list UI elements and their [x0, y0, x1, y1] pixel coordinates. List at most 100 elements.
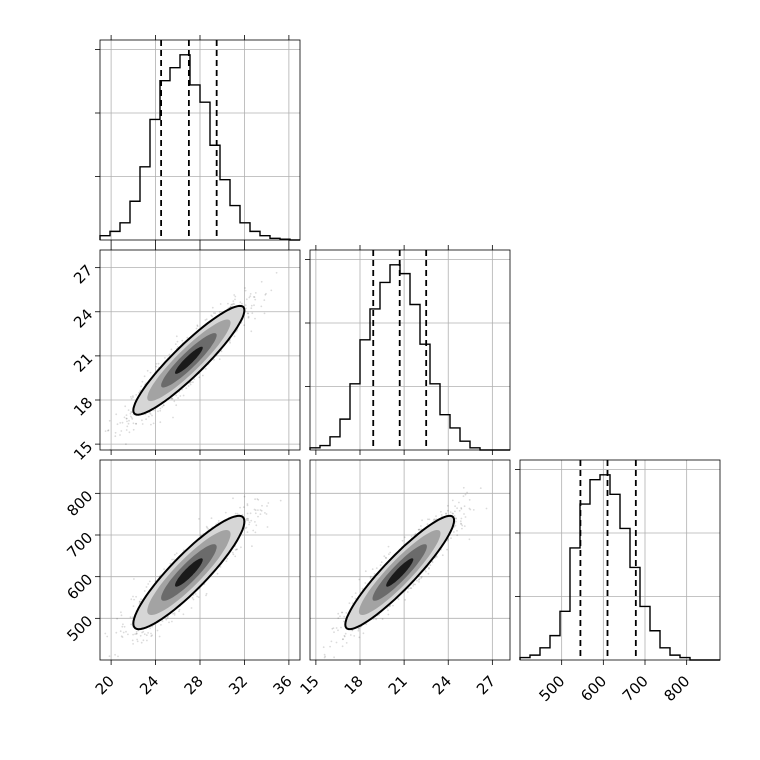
sample-point: [453, 515, 456, 517]
sample-point: [148, 580, 151, 583]
sample-point: [119, 434, 121, 436]
sample-point: [388, 553, 390, 556]
sample-point: [160, 624, 162, 626]
sample-point: [234, 295, 237, 298]
sample-point: [410, 587, 413, 589]
sample-point: [143, 590, 146, 592]
sample-point: [418, 528, 421, 531]
sample-point: [445, 513, 447, 515]
sample-point: [235, 548, 238, 551]
sample-point: [210, 314, 213, 317]
sample-point: [266, 505, 268, 507]
sample-point: [142, 630, 145, 633]
sample-point: [463, 513, 465, 515]
sample-point: [364, 582, 367, 584]
scatter-panel-p2-p3: 15 18 21 24 27: [296, 459, 511, 698]
sample-point: [373, 573, 376, 575]
sample-point: [401, 539, 404, 542]
sample-point: [128, 419, 130, 422]
sample-point: [361, 587, 364, 590]
sample-point: [162, 404, 165, 407]
sample-point: [125, 443, 127, 445]
sample-point: [248, 523, 251, 526]
sample-point: [182, 613, 185, 616]
sample-point: [104, 430, 107, 432]
sample-point: [146, 639, 148, 642]
sample-point: [354, 592, 357, 594]
sample-point: [135, 631, 138, 633]
sample-point: [155, 365, 158, 368]
sample-point: [440, 514, 443, 516]
sample-point: [139, 389, 142, 392]
sample-point: [198, 376, 201, 379]
sample-point: [247, 519, 250, 522]
sample-point: [196, 325, 199, 328]
density-contour-3: [386, 558, 414, 587]
sample-point: [130, 598, 133, 601]
sample-point: [254, 317, 256, 320]
sample-point: [354, 597, 357, 600]
sample-point: [244, 304, 247, 307]
sample-point: [133, 598, 136, 601]
panel-frame: [309, 459, 511, 661]
sample-point: [124, 405, 127, 408]
panel-frame: [309, 249, 511, 451]
sample-point: [340, 626, 342, 629]
sample-point: [322, 646, 325, 649]
sample-point: [232, 302, 235, 305]
sample-point: [344, 632, 347, 635]
sample-point: [369, 577, 372, 579]
x-tick-label: 18: [341, 672, 367, 698]
sample-point: [234, 555, 237, 558]
sample-point: [125, 414, 128, 416]
histogram-panel-p2: [305, 245, 511, 455]
x-tick-label: 32: [225, 672, 251, 698]
sample-point: [115, 413, 118, 416]
sample-point: [397, 598, 400, 601]
sample-point: [339, 615, 341, 618]
sample-point: [241, 514, 244, 516]
sample-point: [428, 567, 430, 570]
sample-point: [372, 618, 375, 620]
sample-point: [130, 411, 132, 413]
sample-point: [369, 575, 372, 578]
sample-point: [136, 640, 139, 643]
sample-point: [232, 300, 235, 302]
histogram-panel-p1: [95, 35, 301, 245]
sample-point: [173, 400, 176, 403]
sample-point: [332, 627, 335, 629]
sample-point: [174, 343, 177, 346]
sample-point: [456, 534, 459, 537]
histogram-p2: [309, 264, 510, 451]
sample-point: [264, 293, 267, 296]
panel-frame: [99, 249, 301, 451]
sample-point: [146, 369, 149, 372]
sample-point: [175, 394, 178, 397]
sample-point: [159, 409, 162, 412]
sample-point: [353, 635, 356, 637]
sample-point: [385, 557, 387, 559]
sample-point: [456, 529, 458, 532]
sample-point: [178, 608, 181, 611]
sample-point: [260, 280, 263, 283]
sample-point: [454, 505, 456, 508]
sample-point: [165, 618, 168, 621]
sample-point: [464, 516, 467, 518]
sample-point: [130, 396, 132, 398]
sample-point: [343, 620, 345, 623]
sample-point: [246, 503, 249, 505]
sample-point: [455, 520, 457, 523]
sample-point: [375, 618, 377, 621]
sample-point: [466, 491, 468, 494]
sample-point: [428, 518, 431, 521]
sample-point: [155, 362, 158, 365]
sample-point: [170, 397, 173, 400]
sample-point: [175, 552, 178, 555]
sample-point: [153, 409, 155, 412]
sample-point: [375, 567, 378, 569]
sample-point: [236, 548, 239, 551]
sample-point: [270, 289, 273, 292]
sample-point: [265, 292, 267, 295]
sample-point: [446, 548, 448, 551]
sample-point: [198, 518, 200, 520]
